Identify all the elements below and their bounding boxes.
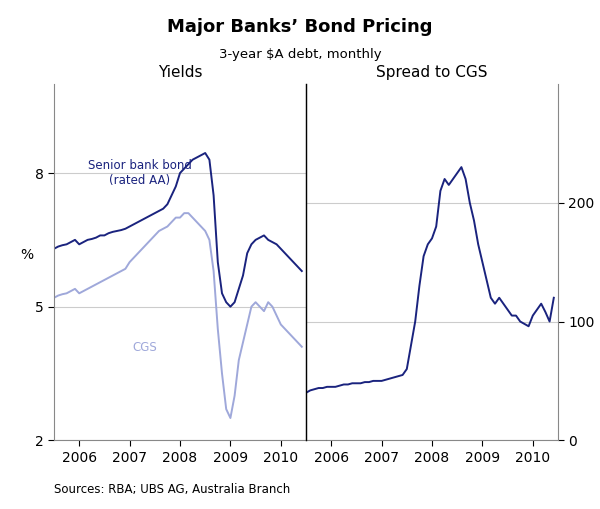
Text: Sources: RBA; UBS AG, Australia Branch: Sources: RBA; UBS AG, Australia Branch [54,483,290,496]
Text: Major Banks’ Bond Pricing: Major Banks’ Bond Pricing [167,18,433,36]
Y-axis label: %: % [20,248,33,262]
Text: Senior bank bond
(rated AA): Senior bank bond (rated AA) [88,159,191,187]
Text: CGS: CGS [133,341,157,354]
Text: 3-year $A debt, monthly: 3-year $A debt, monthly [218,48,382,62]
Title: Yields: Yields [158,65,202,80]
Title: Spread to CGS: Spread to CGS [376,65,488,80]
